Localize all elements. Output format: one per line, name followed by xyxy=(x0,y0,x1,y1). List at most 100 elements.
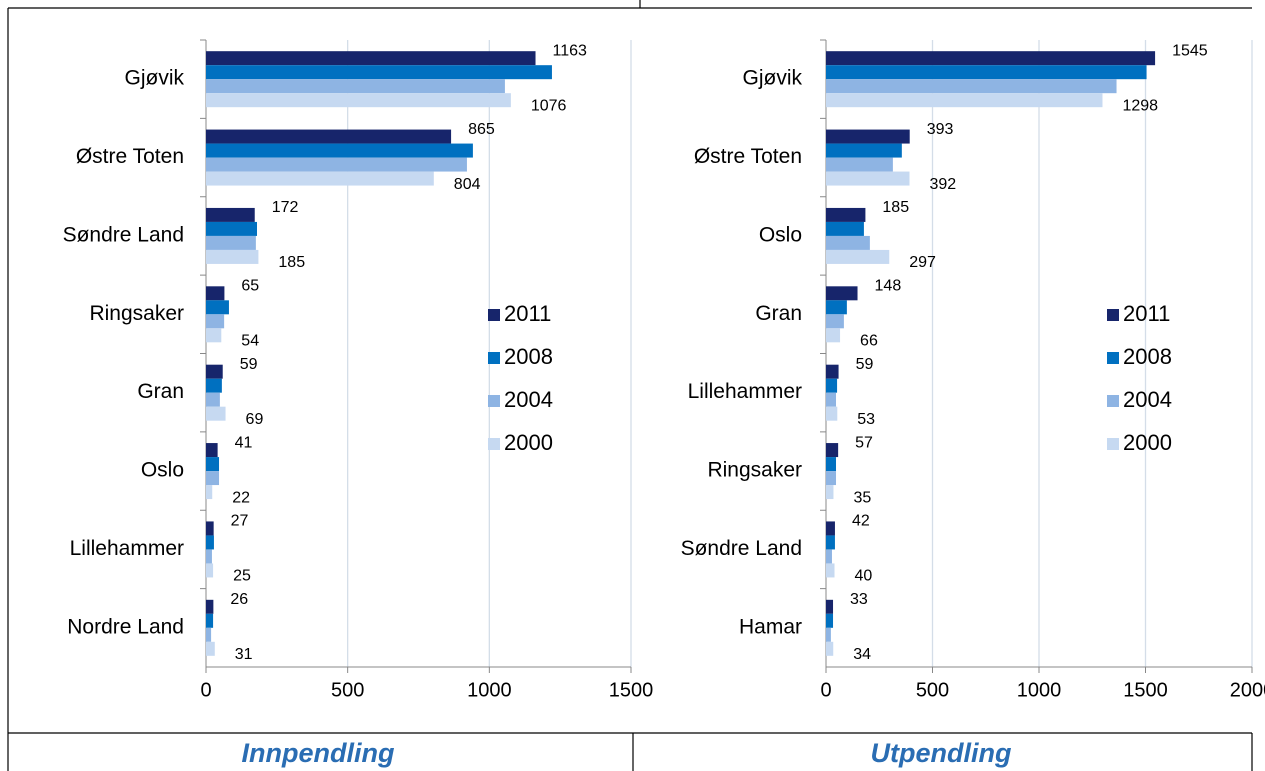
bar xyxy=(206,392,220,407)
legend-label: 2008 xyxy=(504,344,553,369)
data-label: 172 xyxy=(272,199,299,216)
bar xyxy=(206,235,256,250)
bar xyxy=(206,65,552,80)
data-label: 865 xyxy=(468,121,495,138)
legend-swatch xyxy=(488,395,500,407)
y-tick-label: Oslo xyxy=(759,223,802,246)
data-label: 53 xyxy=(857,411,875,428)
y-tick-label: Søndre Land xyxy=(681,537,802,560)
data-label: 54 xyxy=(241,333,259,350)
data-label: 22 xyxy=(232,489,250,506)
bar xyxy=(826,286,858,301)
data-label: 31 xyxy=(235,646,253,663)
bar xyxy=(826,93,1103,108)
data-label: 148 xyxy=(875,278,902,295)
legend-swatch xyxy=(1107,309,1119,321)
bar xyxy=(206,443,218,458)
data-label: 1163 xyxy=(553,42,588,59)
bar xyxy=(826,328,841,343)
data-label: 57 xyxy=(855,434,873,451)
bar xyxy=(206,129,452,144)
data-label: 42 xyxy=(852,513,870,530)
bar xyxy=(206,171,434,186)
bar xyxy=(826,300,847,315)
x-tick-label: 0 xyxy=(820,679,831,701)
data-label: 59 xyxy=(240,356,258,373)
bar xyxy=(206,286,225,301)
y-tick-label: Nordre Land xyxy=(67,615,184,638)
bar xyxy=(206,535,214,550)
bar xyxy=(826,143,902,158)
bar xyxy=(826,129,910,144)
data-label: 185 xyxy=(278,254,305,271)
data-label: 26 xyxy=(230,591,248,608)
bar xyxy=(826,157,893,172)
x-tick-label: 1000 xyxy=(1017,679,1062,701)
bar xyxy=(206,378,222,393)
bar xyxy=(826,471,837,486)
y-tick-label: Ringsaker xyxy=(89,302,184,325)
bar xyxy=(206,457,220,472)
legend-swatch xyxy=(488,352,500,364)
bar xyxy=(826,641,834,656)
bar xyxy=(826,613,834,628)
chart-title: Utpendling xyxy=(871,738,1012,768)
bar xyxy=(826,364,839,379)
legend-swatch xyxy=(1107,438,1119,450)
bar xyxy=(206,157,467,172)
x-tick-label: 1500 xyxy=(1123,679,1168,701)
bar xyxy=(206,249,259,264)
bar xyxy=(206,613,214,628)
y-tick-label: Ringsaker xyxy=(707,459,802,482)
bar xyxy=(206,549,212,564)
legend-swatch xyxy=(1107,395,1119,407)
bar xyxy=(826,378,838,393)
data-label: 65 xyxy=(241,278,259,295)
bar xyxy=(206,471,220,486)
bar xyxy=(206,207,255,222)
data-label: 1076 xyxy=(531,97,567,114)
data-label: 297 xyxy=(909,254,936,271)
bar xyxy=(206,599,214,614)
x-tick-label: 2000 xyxy=(1230,679,1265,701)
bar xyxy=(826,392,837,407)
legend-swatch xyxy=(1107,352,1119,364)
y-tick-label: Lillehammer xyxy=(70,537,184,560)
bar xyxy=(206,300,229,315)
x-tick-label: 1000 xyxy=(467,679,512,701)
chart-title: Innpendling xyxy=(242,738,395,768)
data-label: 41 xyxy=(235,434,253,451)
bar xyxy=(206,93,511,108)
bar xyxy=(206,328,222,343)
data-label: 1298 xyxy=(1122,97,1158,114)
bar xyxy=(206,563,214,578)
bar xyxy=(206,641,215,656)
bar xyxy=(826,457,837,472)
bar xyxy=(206,485,213,500)
data-label: 35 xyxy=(853,489,871,506)
bar xyxy=(206,521,214,536)
bar xyxy=(206,221,257,236)
bar xyxy=(826,65,1147,80)
bar xyxy=(826,221,864,236)
data-label: 185 xyxy=(882,199,909,216)
bar xyxy=(826,563,835,578)
legend-swatch xyxy=(488,309,500,321)
data-label: 66 xyxy=(860,333,878,350)
bar xyxy=(826,485,834,500)
bar xyxy=(206,314,225,329)
y-tick-label: Gjøvik xyxy=(743,67,803,90)
legend-label: 2000 xyxy=(504,430,553,455)
bar xyxy=(826,207,866,222)
y-tick-label: Østre Toten xyxy=(76,145,184,168)
bar xyxy=(206,406,226,421)
y-tick-label: Hamar xyxy=(739,615,802,638)
bar xyxy=(826,443,839,458)
y-tick-label: Lillehammer xyxy=(688,380,802,403)
legend-label: 2011 xyxy=(504,301,551,326)
data-label: 59 xyxy=(856,356,874,373)
bar xyxy=(826,235,870,250)
bar xyxy=(826,627,831,642)
y-tick-label: Oslo xyxy=(141,459,184,482)
